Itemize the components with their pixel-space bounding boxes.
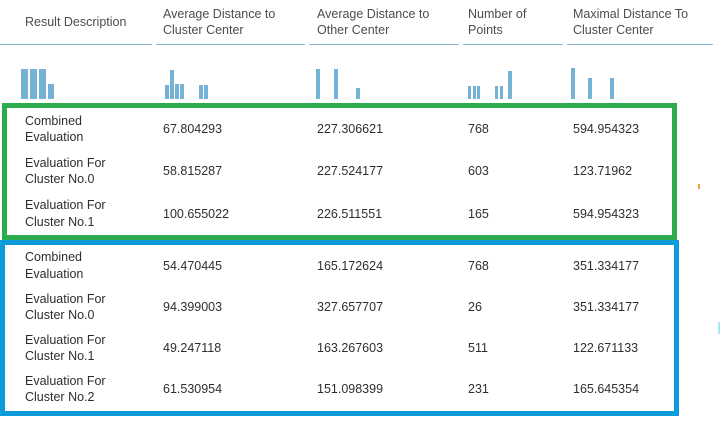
histogram-icon-result-description[interactable] xyxy=(0,46,152,103)
number-of-points-cell: 603 xyxy=(468,164,489,179)
green-annotation-box: Combined Evaluation 67.804293 227.306621 76… xyxy=(2,103,677,240)
avg-distance-to-other-center-cell: 327.657707 xyxy=(317,299,384,314)
evaluation-group-1: Combined Evaluation 67.804293 227.306621 76… xyxy=(0,108,672,235)
histogram-bar xyxy=(165,85,169,99)
row-label: Combined Evaluation xyxy=(25,250,84,281)
histogram-bar xyxy=(39,69,46,99)
maximal-distance-to-cluster-center-cell: 594.954323 xyxy=(573,122,640,137)
row-label: Evaluation For Cluster No.1 xyxy=(25,198,106,229)
histogram-bar xyxy=(500,86,503,99)
histogram-icon-avg-distance-to-other-center[interactable] xyxy=(309,46,459,103)
histogram-bar xyxy=(175,84,179,99)
histogram-bar xyxy=(495,86,498,99)
row-label: Evaluation For Cluster No.0 xyxy=(25,156,106,187)
maximal-distance-to-cluster-center-cell: 351.334177 xyxy=(573,299,640,314)
maximal-distance-to-cluster-center-cell: 351.334177 xyxy=(573,258,640,273)
number-of-points-cell: 231 xyxy=(468,382,489,397)
histogram-thumbnail-row xyxy=(0,46,713,103)
column-header-avg-distance-to-other-center[interactable]: Average Distance to Other Center xyxy=(309,0,459,45)
number-of-points-cell: 26 xyxy=(468,299,482,314)
maximal-distance-to-cluster-center-cell: 122.671133 xyxy=(573,340,639,355)
histogram-bar xyxy=(468,86,471,99)
column-header-label: Number of Points xyxy=(468,6,527,37)
avg-distance-to-cluster-center-cell: 54.470445 xyxy=(163,258,223,273)
cyan-tick xyxy=(718,322,720,334)
result-description-cell: Evaluation For Cluster No.0 xyxy=(0,291,152,324)
avg-distance-to-cluster-center-cell: 58.815287 xyxy=(163,164,223,179)
maximal-distance-to-cluster-center-cell: 165.645354 xyxy=(573,382,640,397)
result-description-cell: Evaluation For Cluster No.1 xyxy=(0,332,152,365)
column-header-label: Average Distance to Cluster Center xyxy=(163,6,276,37)
histogram-icon-avg-distance-to-cluster-center[interactable] xyxy=(156,46,305,103)
table-row: Evaluation For Cluster No.1 100.655022 226… xyxy=(0,193,713,235)
number-of-points-cell: 768 xyxy=(468,122,489,137)
avg-distance-to-cluster-center-cell: 100.655022 xyxy=(163,206,230,221)
table-row: Combined Evaluation 54.470445 165.172624 76… xyxy=(0,245,713,286)
result-description-cell: Evaluation For Cluster No.2 xyxy=(0,373,152,406)
table-row: Evaluation For Cluster No.2 61.530954 151.… xyxy=(0,369,713,410)
result-description-cell: Evaluation For Cluster No.1 xyxy=(0,197,152,230)
number-of-points-cell: 768 xyxy=(468,258,489,273)
row-label: Evaluation For Cluster No.1 xyxy=(25,332,106,363)
table-header-row: Result Description Average Distance to C… xyxy=(0,0,713,45)
number-of-points-cell: 511 xyxy=(468,340,488,355)
avg-distance-to-other-center-cell: 163.267603 xyxy=(317,340,384,355)
avg-distance-to-cluster-center-cell: 94.399003 xyxy=(163,299,223,314)
histogram-bar xyxy=(334,69,338,99)
maximal-distance-to-cluster-center-cell: 594.954323 xyxy=(573,206,640,221)
column-header-maximal-distance-to-cluster-center[interactable]: Maximal Distance To Cluster Center xyxy=(567,0,713,45)
column-header-result-description[interactable]: Result Description xyxy=(0,0,152,45)
histogram-bar xyxy=(48,84,54,99)
histogram-bar xyxy=(180,84,184,99)
histogram-bar xyxy=(571,68,575,99)
table-row: Combined Evaluation 67.804293 227.306621 76… xyxy=(0,108,713,150)
column-header-label: Result Description xyxy=(25,14,127,29)
histogram-bar xyxy=(508,71,512,99)
blue-annotation-box: Combined Evaluation 54.470445 165.172624 76… xyxy=(0,240,679,416)
histogram-bar xyxy=(170,70,174,99)
histogram-bar xyxy=(30,69,37,99)
avg-distance-to-other-center-cell: 165.172624 xyxy=(317,258,384,273)
number-of-points-cell: 165 xyxy=(468,206,489,221)
result-description-cell: Evaluation For Cluster No.0 xyxy=(0,155,152,188)
table-row: Evaluation For Cluster No.1 49.247118 163.… xyxy=(0,327,713,368)
histogram-icon-maximal-distance-to-cluster-center[interactable] xyxy=(567,46,713,103)
histogram-bar xyxy=(472,86,476,99)
histogram-icon-number-of-points[interactable] xyxy=(463,46,563,103)
histogram-bar xyxy=(199,85,203,99)
avg-distance-to-cluster-center-cell: 61.530954 xyxy=(163,382,223,397)
histogram-bar xyxy=(588,78,592,99)
avg-distance-to-other-center-cell: 226.511551 xyxy=(317,206,383,221)
histogram-bar xyxy=(477,86,480,99)
column-header-number-of-points[interactable]: Number of Points xyxy=(463,0,563,45)
histogram-bar xyxy=(21,69,28,99)
table-row: Evaluation For Cluster No.0 58.815287 227.… xyxy=(0,150,713,192)
result-description-cell: Combined Evaluation xyxy=(0,113,152,146)
result-description-cell: Combined Evaluation xyxy=(0,249,152,282)
histogram-bar xyxy=(316,69,320,99)
avg-distance-to-cluster-center-cell: 49.247118 xyxy=(163,340,222,355)
row-label: Combined Evaluation xyxy=(25,113,84,145)
maximal-distance-to-cluster-center-cell: 123.71962 xyxy=(573,164,633,179)
avg-distance-to-other-center-cell: 151.098399 xyxy=(317,382,384,397)
avg-distance-to-other-center-cell: 227.306621 xyxy=(317,122,384,137)
avg-distance-to-cluster-center-cell: 67.804293 xyxy=(163,122,223,137)
column-header-label: Average Distance to Other Center xyxy=(317,6,430,37)
column-header-avg-distance-to-cluster-center[interactable]: Average Distance to Cluster Center xyxy=(156,0,305,45)
row-label: Evaluation For Cluster No.2 xyxy=(25,373,106,405)
histogram-bar xyxy=(356,88,360,99)
table-row: Evaluation For Cluster No.0 94.399003 327.… xyxy=(0,286,713,327)
orange-tick xyxy=(698,184,700,189)
avg-distance-to-other-center-cell: 227.524177 xyxy=(317,164,384,179)
histogram-bar xyxy=(204,85,208,99)
column-header-label: Maximal Distance To Cluster Center xyxy=(573,6,689,37)
row-label: Evaluation For Cluster No.0 xyxy=(25,291,106,322)
evaluation-group-2: Combined Evaluation 54.470445 165.172624 76… xyxy=(0,245,674,410)
histogram-bar xyxy=(610,78,614,99)
